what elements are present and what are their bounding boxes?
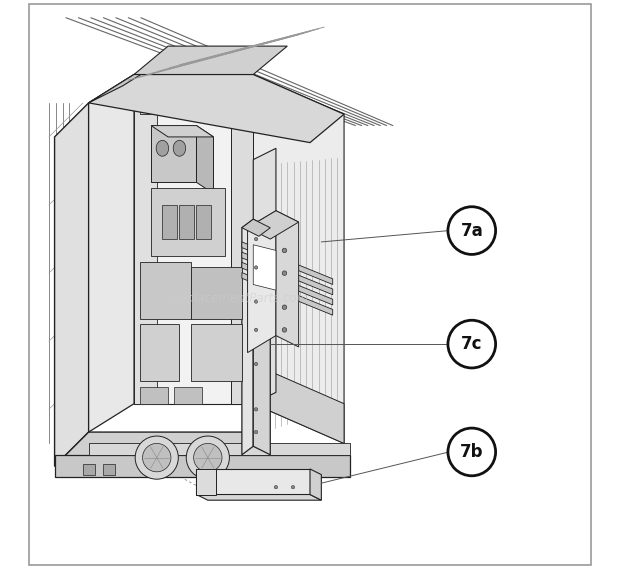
Polygon shape: [140, 324, 179, 381]
Ellipse shape: [173, 141, 186, 156]
Text: eReplacementParts.com: eReplacementParts.com: [164, 292, 308, 305]
Circle shape: [254, 407, 258, 411]
Polygon shape: [191, 324, 242, 381]
Polygon shape: [140, 387, 168, 403]
Polygon shape: [83, 464, 95, 475]
Circle shape: [143, 443, 171, 472]
Text: 7a: 7a: [461, 221, 483, 240]
Polygon shape: [55, 432, 253, 466]
Polygon shape: [247, 211, 299, 239]
Polygon shape: [242, 262, 333, 305]
Polygon shape: [179, 205, 193, 239]
Polygon shape: [242, 242, 333, 284]
Polygon shape: [134, 46, 287, 75]
Polygon shape: [151, 126, 197, 182]
Polygon shape: [247, 211, 276, 353]
Circle shape: [282, 248, 286, 253]
Circle shape: [254, 237, 258, 241]
Text: 7c: 7c: [461, 335, 482, 353]
Polygon shape: [242, 252, 333, 295]
Polygon shape: [151, 188, 225, 256]
Circle shape: [291, 485, 294, 489]
Polygon shape: [89, 75, 134, 432]
Circle shape: [282, 328, 286, 332]
Text: 7b: 7b: [460, 443, 484, 461]
Polygon shape: [140, 80, 242, 114]
Circle shape: [254, 266, 258, 269]
Circle shape: [193, 443, 222, 472]
Polygon shape: [89, 443, 350, 455]
Polygon shape: [197, 494, 321, 500]
Circle shape: [274, 485, 278, 489]
Circle shape: [254, 328, 258, 332]
Polygon shape: [89, 75, 344, 143]
Polygon shape: [162, 205, 177, 239]
Circle shape: [254, 362, 258, 366]
Polygon shape: [197, 469, 216, 494]
Ellipse shape: [156, 141, 169, 156]
Polygon shape: [174, 387, 202, 403]
Polygon shape: [253, 245, 276, 290]
Circle shape: [254, 300, 258, 303]
Polygon shape: [140, 262, 191, 319]
Polygon shape: [276, 211, 299, 347]
Circle shape: [282, 271, 286, 275]
Polygon shape: [103, 464, 115, 475]
Polygon shape: [231, 75, 253, 403]
Polygon shape: [242, 273, 333, 315]
Circle shape: [135, 436, 179, 479]
Polygon shape: [197, 126, 213, 193]
Circle shape: [448, 428, 495, 476]
Polygon shape: [242, 219, 253, 455]
Polygon shape: [197, 205, 211, 239]
Polygon shape: [197, 469, 310, 494]
Polygon shape: [242, 219, 270, 236]
Circle shape: [448, 320, 495, 368]
Polygon shape: [55, 103, 89, 466]
Polygon shape: [310, 469, 321, 500]
Circle shape: [186, 436, 229, 479]
Polygon shape: [134, 75, 157, 403]
Polygon shape: [253, 219, 270, 455]
Polygon shape: [89, 57, 168, 103]
Polygon shape: [151, 126, 213, 137]
Polygon shape: [253, 149, 276, 403]
Circle shape: [448, 207, 495, 254]
Circle shape: [254, 430, 258, 434]
Polygon shape: [134, 75, 253, 403]
Circle shape: [282, 305, 286, 310]
Polygon shape: [55, 455, 350, 477]
Polygon shape: [191, 267, 242, 319]
Polygon shape: [253, 75, 344, 443]
Polygon shape: [253, 364, 344, 443]
